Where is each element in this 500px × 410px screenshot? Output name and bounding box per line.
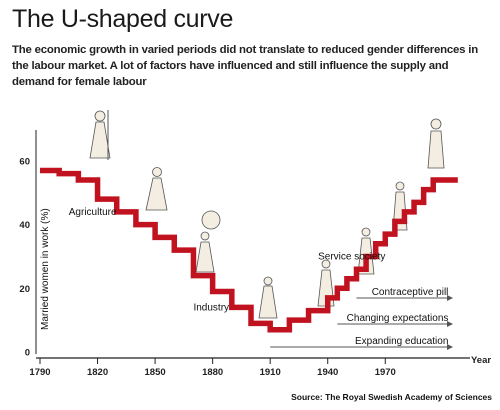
x-tick-label: 1910 (260, 367, 281, 378)
page-title: The U-shaped curve (12, 5, 234, 33)
x-tick-label: 1880 (202, 367, 223, 378)
factor-arrow-label: Expanding education (355, 336, 448, 347)
source-note: Source: The Royal Swedish Academy of Sci… (291, 392, 492, 402)
x-tick-label: 1850 (145, 367, 166, 378)
factor-arrows: Contraceptive pill Changing expectations E… (270, 287, 454, 350)
factor-arrow-label: Contraceptive pill (372, 287, 449, 298)
y-axis: 0 20 40 60 Married women in work (%) (19, 130, 51, 359)
x-axis: 1790 1820 1850 1880 1910 1940 1970 Year (29, 355, 491, 378)
factory-woman-illustration (258, 276, 278, 319)
era-label: Service society (318, 252, 385, 263)
step-curve-line (40, 167, 458, 333)
x-tick-label: 1820 (87, 367, 108, 378)
spinning-woman-illustration (145, 167, 168, 211)
y-tick-label: 20 (19, 284, 30, 295)
y-tick-label: 60 (19, 156, 30, 167)
x-tick-label: 1940 (317, 367, 338, 378)
era-label: Agriculture (69, 207, 117, 218)
y-tick-label: 40 (19, 220, 30, 231)
y-tick-label: 0 (25, 348, 30, 359)
x-tick-label: 1790 (29, 367, 50, 378)
annotation-labels: Agriculture Industry Service society (69, 207, 386, 314)
page-subtitle: The economic growth in varied periods di… (12, 44, 478, 88)
factor-arrow-label: Changing expectations (347, 313, 449, 324)
business-woman-illustration (427, 118, 445, 169)
series (40, 167, 458, 333)
era-label: Industry (193, 303, 229, 314)
wheel-woman-illustration (195, 210, 221, 273)
farm-woman-illustration (89, 110, 111, 160)
y-axis-label: Married women in work (%) (40, 208, 51, 330)
x-tick-label: 1970 (375, 367, 396, 378)
x-axis-label: Year (471, 355, 491, 366)
